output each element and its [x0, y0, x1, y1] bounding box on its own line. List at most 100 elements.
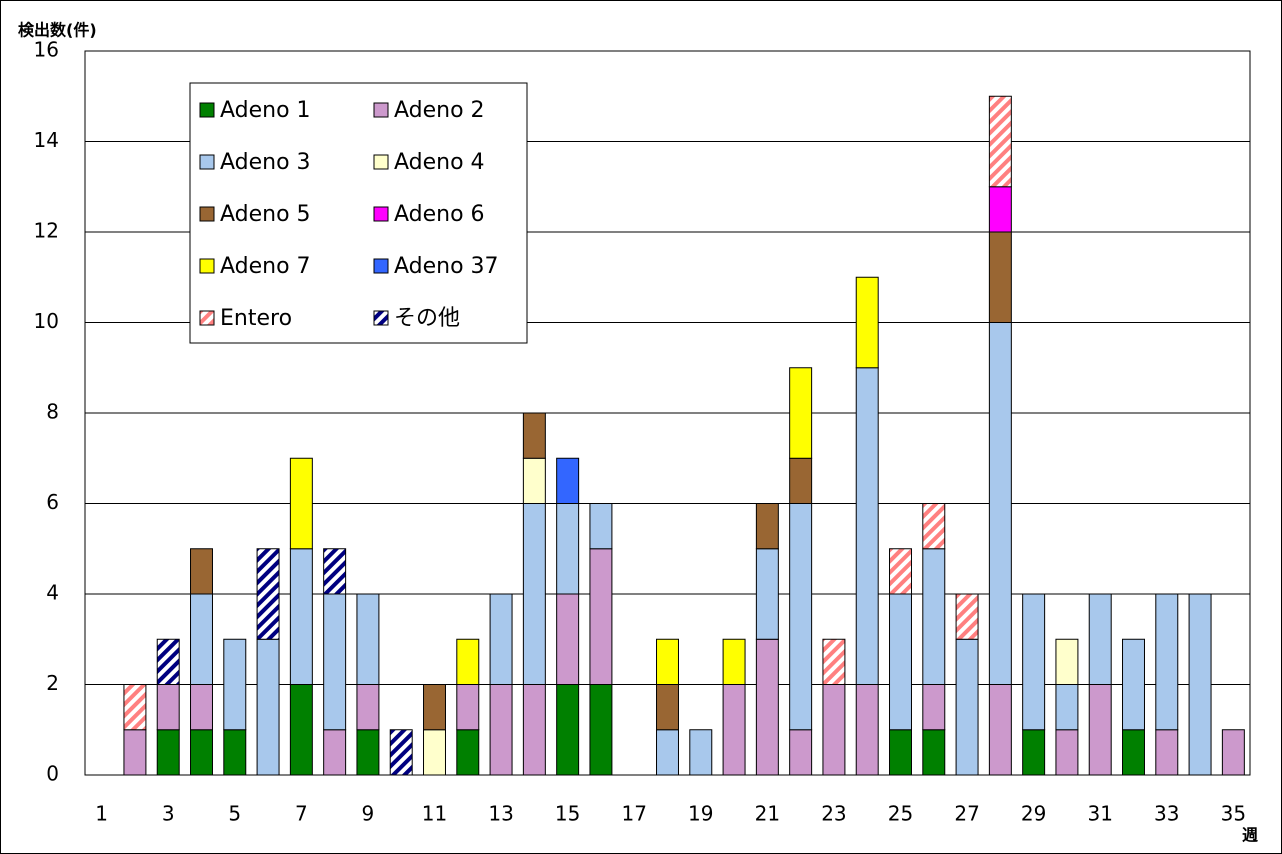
bar-segment: [123, 729, 147, 776]
bar-segment: [1088, 684, 1112, 776]
legend-label: Adeno 37: [394, 254, 499, 279]
bar-segment: [1155, 729, 1179, 776]
plot-area: [84, 50, 1251, 776]
bar-segment: [289, 457, 313, 550]
bar-segment: [1022, 729, 1046, 776]
bar-segment: [289, 684, 313, 776]
bar-segment: [456, 638, 480, 685]
legend-swatch: [373, 154, 389, 170]
bar-segment: [356, 729, 380, 776]
legend-swatch: [373, 102, 389, 118]
bar-segment: [156, 729, 180, 776]
bar-segment: [1122, 638, 1145, 731]
bar-segment: [955, 638, 979, 776]
bar-segment: [789, 457, 813, 504]
bar-segment: [556, 684, 580, 776]
bar-segment: [190, 593, 213, 685]
x-tick-label: 3: [162, 802, 175, 826]
legend-label: Adeno 1: [220, 98, 311, 123]
bar-segment: [1055, 729, 1079, 776]
y-tick-label: 12: [34, 219, 59, 243]
bar-segment: [423, 684, 446, 731]
bar-segment: [855, 367, 879, 685]
bar-segment: [1122, 729, 1145, 776]
bar-segment: [456, 684, 480, 731]
legend-swatch: [199, 102, 215, 118]
bar-segment: [656, 638, 679, 685]
legend-label: Adeno 4: [394, 150, 485, 175]
bar-segment: [789, 367, 813, 459]
legend-swatch: [373, 310, 389, 326]
y-tick-label: 10: [34, 309, 59, 333]
y-tick-label: 4: [46, 581, 59, 605]
bar-segment: [423, 729, 446, 776]
x-tick-label: 27: [954, 802, 979, 826]
bar-segment: [656, 684, 679, 731]
y-tick-label: 6: [46, 490, 59, 514]
legend-swatch: [199, 154, 215, 170]
bar-segment: [522, 457, 546, 504]
bar-segment: [556, 457, 580, 504]
legend-label: Adeno 2: [394, 98, 485, 123]
x-axis-label: 週: [1242, 826, 1258, 845]
bar-segment: [556, 593, 580, 685]
bar-segment: [389, 729, 413, 776]
bar-segment: [822, 684, 846, 776]
legend-label: Entero: [220, 306, 292, 331]
legend-swatch: [373, 258, 389, 274]
x-tick-label: 25: [888, 802, 913, 826]
bar-segment: [323, 729, 347, 776]
bar-segment: [489, 593, 513, 685]
x-tick-label: 19: [688, 802, 713, 826]
legend-label: Adeno 7: [220, 254, 311, 279]
bar-segment: [988, 684, 1012, 776]
bar-segment: [156, 638, 180, 685]
bar-segment: [223, 638, 247, 731]
bar-segment: [456, 729, 480, 776]
bar-segment: [889, 548, 912, 595]
x-tick-label: 17: [621, 802, 646, 826]
bar-segment: [223, 729, 247, 776]
x-tick-label: 35: [1221, 802, 1246, 826]
x-tick-label: 21: [755, 802, 780, 826]
bar-segment: [323, 548, 347, 595]
bar-segment: [722, 684, 746, 776]
x-tick-label: 23: [821, 802, 846, 826]
bar-segment: [922, 684, 946, 731]
legend-swatch: [199, 206, 215, 222]
y-tick-label: 2: [46, 671, 59, 695]
legend-label: Adeno 3: [220, 150, 311, 175]
bar-segment: [190, 684, 213, 731]
y-axis-label: 検出数(件): [18, 21, 97, 40]
bar-segment: [855, 276, 879, 369]
bar-segment: [589, 684, 613, 776]
bar-segment: [789, 729, 813, 776]
bar-segment: [889, 593, 912, 731]
bar-segment: [1155, 593, 1179, 731]
x-tick-label: 11: [422, 802, 447, 826]
bar-segment: [988, 95, 1012, 188]
bar-segment: [356, 684, 380, 731]
bar-segment: [1088, 593, 1112, 685]
bar-segment: [988, 322, 1012, 685]
bar-segment: [922, 548, 946, 685]
x-tick-label: 5: [228, 802, 241, 826]
x-tick-label: 33: [1154, 802, 1179, 826]
bar-segment: [1221, 729, 1245, 776]
bar-segment: [1022, 593, 1046, 731]
bar-segment: [156, 684, 180, 731]
bar-segment: [1055, 684, 1079, 731]
x-tick-label: 13: [488, 802, 513, 826]
bar-segment: [955, 593, 979, 640]
bar-segment: [689, 729, 713, 776]
bar-segment: [589, 548, 613, 685]
bar-segment: [1188, 593, 1212, 776]
bar-segment: [256, 638, 280, 776]
bar-segment: [256, 548, 280, 640]
legend-swatch: [373, 206, 389, 222]
legend-box: [189, 82, 528, 344]
bar-segment: [123, 684, 147, 731]
legend-label: Adeno 6: [394, 202, 485, 227]
x-tick-label: 15: [555, 802, 580, 826]
